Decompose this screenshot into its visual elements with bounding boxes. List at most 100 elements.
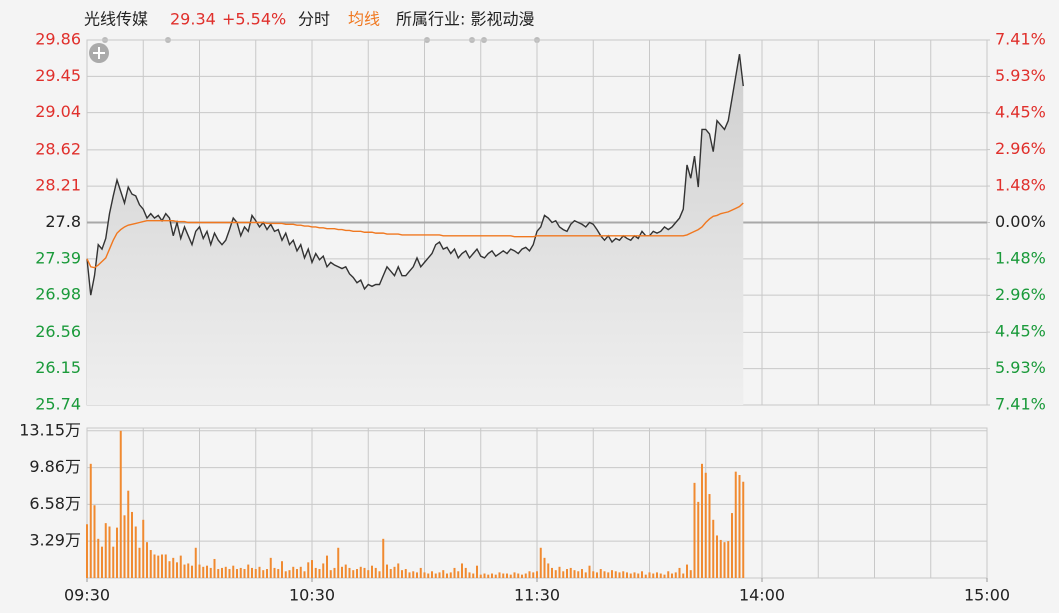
volume-bar — [176, 562, 178, 578]
volume-bar — [442, 570, 445, 578]
volume-bar — [704, 472, 707, 578]
volume-bar — [614, 571, 617, 578]
volume-bar — [344, 564, 347, 578]
y2-tick-label: 0.00% — [995, 212, 1046, 231]
volume-bar — [183, 564, 186, 578]
volume-bar — [416, 572, 418, 578]
volume-bar — [303, 571, 306, 578]
volume-bar — [314, 567, 317, 578]
volume-bar — [633, 572, 636, 578]
volume-bar — [213, 558, 216, 578]
volume-bar — [543, 557, 546, 578]
volume-bar — [217, 569, 220, 578]
volume-bar — [693, 482, 696, 578]
volume-bar — [86, 524, 88, 578]
volume-bar — [498, 572, 501, 578]
volume-bar — [337, 547, 340, 578]
volume-bar — [224, 566, 227, 578]
volume-bar — [131, 511, 133, 578]
x-tick-label: 14:00 — [739, 586, 785, 605]
y-tick-label: 29.86 — [35, 30, 81, 49]
y-tick-label: 28.21 — [35, 176, 81, 195]
y2-tick-label: 2.96% — [995, 285, 1046, 304]
volume-bar — [134, 526, 137, 578]
zoom-button[interactable] — [89, 43, 109, 63]
volume-bar — [532, 572, 535, 578]
y-tick-label: 13.15万 — [19, 420, 81, 439]
volume-bar — [607, 572, 610, 578]
change-percent: +5.54% — [222, 10, 286, 29]
volume-bar — [157, 555, 160, 578]
volume-bar — [318, 569, 321, 578]
volume-bar — [168, 561, 171, 578]
volume-bar — [363, 567, 366, 578]
volume-bar — [476, 565, 478, 578]
volume-bar — [539, 547, 542, 578]
volume-bar — [622, 571, 625, 578]
volume-bar — [247, 564, 250, 578]
volume-bar — [386, 564, 388, 578]
volume-bar — [644, 574, 647, 578]
volume-bar — [566, 569, 568, 578]
volume-bar — [734, 471, 737, 578]
volume-bar — [603, 571, 606, 578]
volume-bar — [663, 574, 666, 578]
y2-tick-label: 4.45% — [995, 102, 1046, 121]
volume-bar — [119, 430, 122, 578]
volume-bar — [573, 570, 576, 578]
x-tick-label: 09:30 — [64, 586, 110, 605]
volume-bar — [232, 565, 235, 578]
y2-tick-label: 7.41% — [995, 30, 1046, 49]
volume-bar — [281, 561, 283, 578]
volume-bar — [494, 574, 497, 578]
volume-bar — [273, 567, 276, 578]
volume-bar — [367, 570, 370, 578]
volume-bar — [326, 555, 328, 578]
volume-bar — [588, 565, 591, 578]
y-tick-label: 29.45 — [35, 66, 81, 85]
x-tick-label: 11:30 — [514, 586, 560, 605]
volume-bar — [528, 571, 531, 578]
volume-bar — [142, 519, 145, 578]
volume-bar — [461, 563, 463, 578]
volume-bar — [611, 570, 613, 578]
volume-bar — [483, 573, 486, 578]
volume-bar — [629, 573, 632, 578]
y2-tick-label: 4.45% — [995, 322, 1046, 341]
y-tick-label: 27.8 — [45, 212, 81, 231]
volume-bar — [731, 513, 733, 578]
volume-bar — [299, 566, 302, 578]
volume-bar — [438, 572, 441, 578]
volume-bar — [138, 547, 141, 578]
volume-bar — [678, 567, 681, 578]
y2-tick-label: 1.48% — [995, 176, 1046, 195]
volume-bar — [506, 573, 508, 578]
volume-bar — [123, 515, 126, 578]
volume-bar — [577, 571, 580, 578]
volume-bar — [536, 571, 538, 578]
volume-bar — [431, 571, 433, 578]
volume-bar — [453, 567, 456, 578]
volume-bar — [423, 572, 426, 578]
volume-bar — [393, 566, 396, 578]
volume-bar — [236, 569, 238, 578]
y-tick-label: 26.98 — [35, 285, 81, 304]
volume-bar — [723, 542, 726, 578]
volume-bar — [209, 567, 212, 578]
volume-bar — [502, 573, 505, 578]
series-line — [86, 202, 744, 269]
volume-bar — [547, 563, 550, 578]
volume-bar — [146, 542, 148, 578]
zoom-button-plus[interactable] — [93, 47, 105, 59]
volume-bar — [464, 567, 467, 578]
volume-bar — [266, 569, 268, 578]
volume-bar — [521, 574, 523, 578]
y-tick-label: 28.62 — [35, 139, 81, 158]
series-label: 分时 — [298, 10, 330, 29]
volume-bar — [89, 463, 92, 578]
volume-bar — [648, 572, 651, 578]
volume-bar — [652, 573, 655, 578]
volume-bar — [292, 566, 295, 578]
y2-tick-label: 1.48% — [995, 248, 1046, 267]
volume-bar — [701, 463, 703, 578]
